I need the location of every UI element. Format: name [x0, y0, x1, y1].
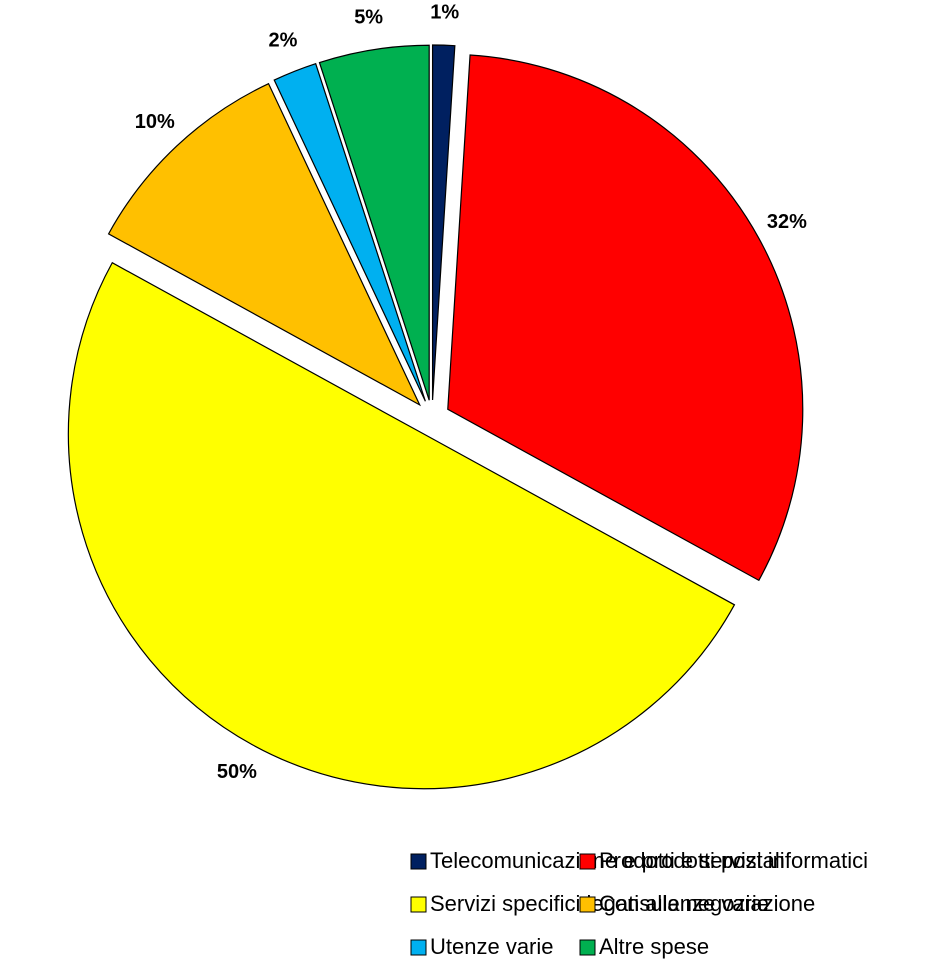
legend-label: Consulenze varie — [599, 891, 769, 916]
pie-slice — [68, 261, 736, 789]
data-label: 1% — [430, 1, 459, 23]
legend-swatch — [579, 939, 596, 956]
pie-slice — [273, 62, 426, 402]
legend-swatch — [410, 853, 427, 870]
legend-label: Prodotti e servizi informatici — [599, 848, 868, 873]
data-label: 32% — [767, 211, 807, 233]
legend-label: Telecomunicazione e prodotti postali — [430, 848, 785, 873]
data-label: 10% — [135, 111, 175, 133]
legend-swatch — [579, 853, 596, 870]
legend-swatch — [410, 896, 427, 913]
legend-swatch — [410, 939, 427, 956]
legend-label: Utenze varie — [430, 934, 554, 959]
legend-label: Altre spese — [599, 934, 709, 959]
pie-slice — [431, 44, 456, 401]
data-label: 5% — [354, 6, 383, 28]
data-label: 2% — [268, 30, 297, 52]
pie-slice — [107, 82, 422, 407]
legend-label: Servizi specifici legati alla negoziazio… — [430, 891, 815, 916]
pie-slice — [447, 54, 804, 582]
legend-swatch — [579, 896, 596, 913]
pie-slice — [318, 44, 430, 401]
data-label: 50% — [217, 761, 257, 783]
